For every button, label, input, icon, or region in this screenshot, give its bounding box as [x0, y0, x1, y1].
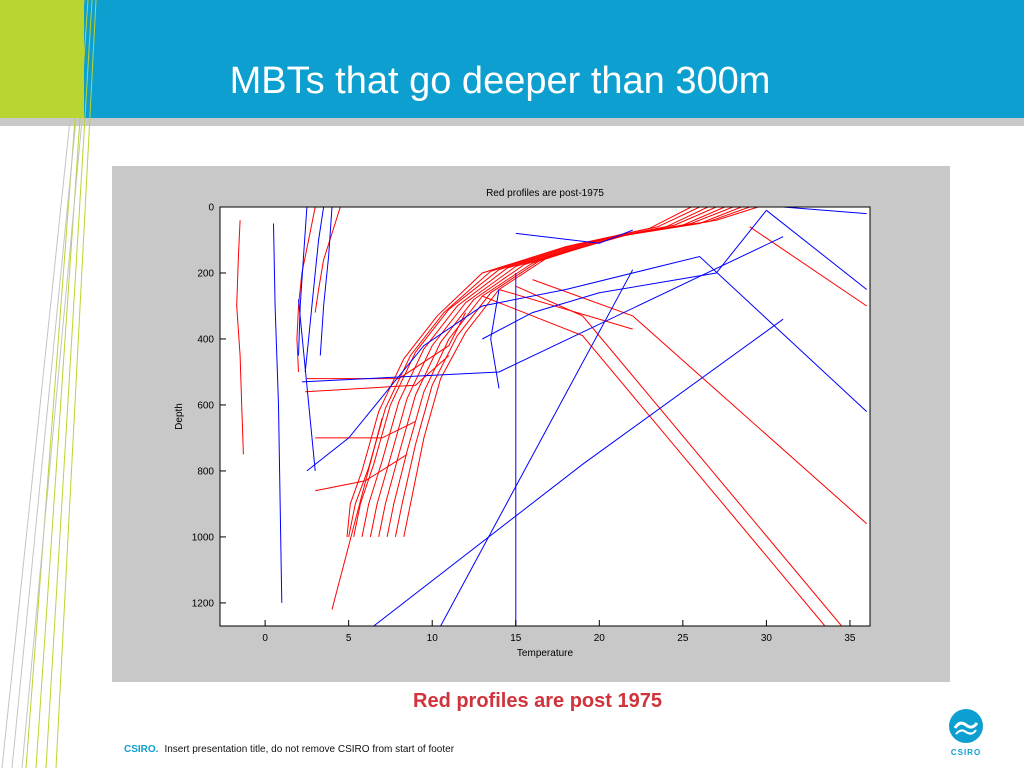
series-blue-profile-3	[273, 223, 283, 603]
series-blue-profile-6	[766, 209, 868, 290]
chart: 0 5 10 15 20 25 30 35 0 200 400 600 800 1000 1200 Red p…	[174, 188, 871, 659]
x-axis-label: Temperature	[517, 648, 574, 659]
x-tick-label: 0	[262, 633, 268, 644]
slide-caption: Red profiles are post 1975	[413, 690, 662, 712]
series-red-profile-11	[236, 220, 244, 455]
x-tick-label: 15	[510, 633, 522, 644]
series-red-profile-8	[346, 207, 692, 537]
csiro-logo-icon: CSIRO	[949, 709, 983, 757]
y-tick-label: 400	[197, 334, 214, 345]
plot-area	[220, 207, 870, 626]
series-blue-profile-2	[319, 207, 333, 356]
series-red-profile-15	[315, 420, 416, 439]
x-tick-label: 30	[761, 633, 773, 644]
series-blue-profile-13	[298, 299, 316, 471]
accent-block	[0, 0, 84, 118]
series-red-profile-6	[353, 207, 709, 537]
series-blue-profile-7	[306, 255, 868, 472]
series-red-profile-20	[498, 289, 633, 330]
decorative-lines	[1, 0, 97, 768]
chart-title: Red profiles are post-1975	[486, 188, 604, 199]
x-tick-label: 20	[594, 633, 606, 644]
x-tick-label: 25	[677, 633, 689, 644]
slide-title: MBTs that go deeper than 300m	[229, 60, 771, 102]
header-rule	[0, 118, 1024, 126]
footer-brand: CSIRO.	[124, 744, 159, 755]
x-tick-label: 35	[844, 633, 856, 644]
series-blue-profile-11	[490, 289, 500, 389]
x-tick-label: 5	[346, 633, 352, 644]
y-tick-label: 200	[197, 268, 214, 279]
series-blue-profile-1	[298, 207, 308, 356]
plot-frame	[219, 206, 871, 627]
series-red-profile-10	[314, 207, 341, 313]
series-blue-profile-5	[301, 236, 784, 383]
figure-panel: 0 5 10 15 20 25 30 35 0 200 400 600 800 1000 1200 Red p…	[112, 166, 950, 682]
series-blue-profile-9	[440, 269, 634, 626]
y-tick-label: 800	[197, 466, 214, 477]
y-tick-label: 1000	[192, 532, 215, 543]
series-red-profile-17	[515, 285, 842, 626]
series-red-profile-13	[305, 355, 450, 393]
series-red-profile-19	[532, 279, 868, 525]
footer-text: Insert presentation title, do not remove…	[164, 744, 455, 755]
header-bar	[0, 0, 1024, 118]
series-red-profile-21	[331, 417, 383, 610]
series-blue-profile-14	[515, 229, 633, 244]
series-blue-profile-0	[304, 207, 325, 373]
y-tick-label: 600	[197, 400, 214, 411]
y-tick-label: 0	[208, 203, 214, 214]
series-red-profile-4	[369, 207, 725, 537]
y-axis-label: Depth	[174, 403, 185, 430]
series-blue-profile-12	[783, 207, 867, 215]
footer: CSIRO. Insert presentation title, do not …	[124, 744, 454, 755]
logo-text: CSIRO	[951, 748, 981, 757]
series-red-profile-9	[296, 207, 316, 373]
series-red-profile-12	[306, 312, 467, 380]
series-blue-profile-8	[373, 318, 784, 626]
series-red-profile-16	[749, 226, 867, 307]
y-tick-label: 1200	[192, 598, 215, 609]
x-tick-label: 10	[427, 633, 439, 644]
